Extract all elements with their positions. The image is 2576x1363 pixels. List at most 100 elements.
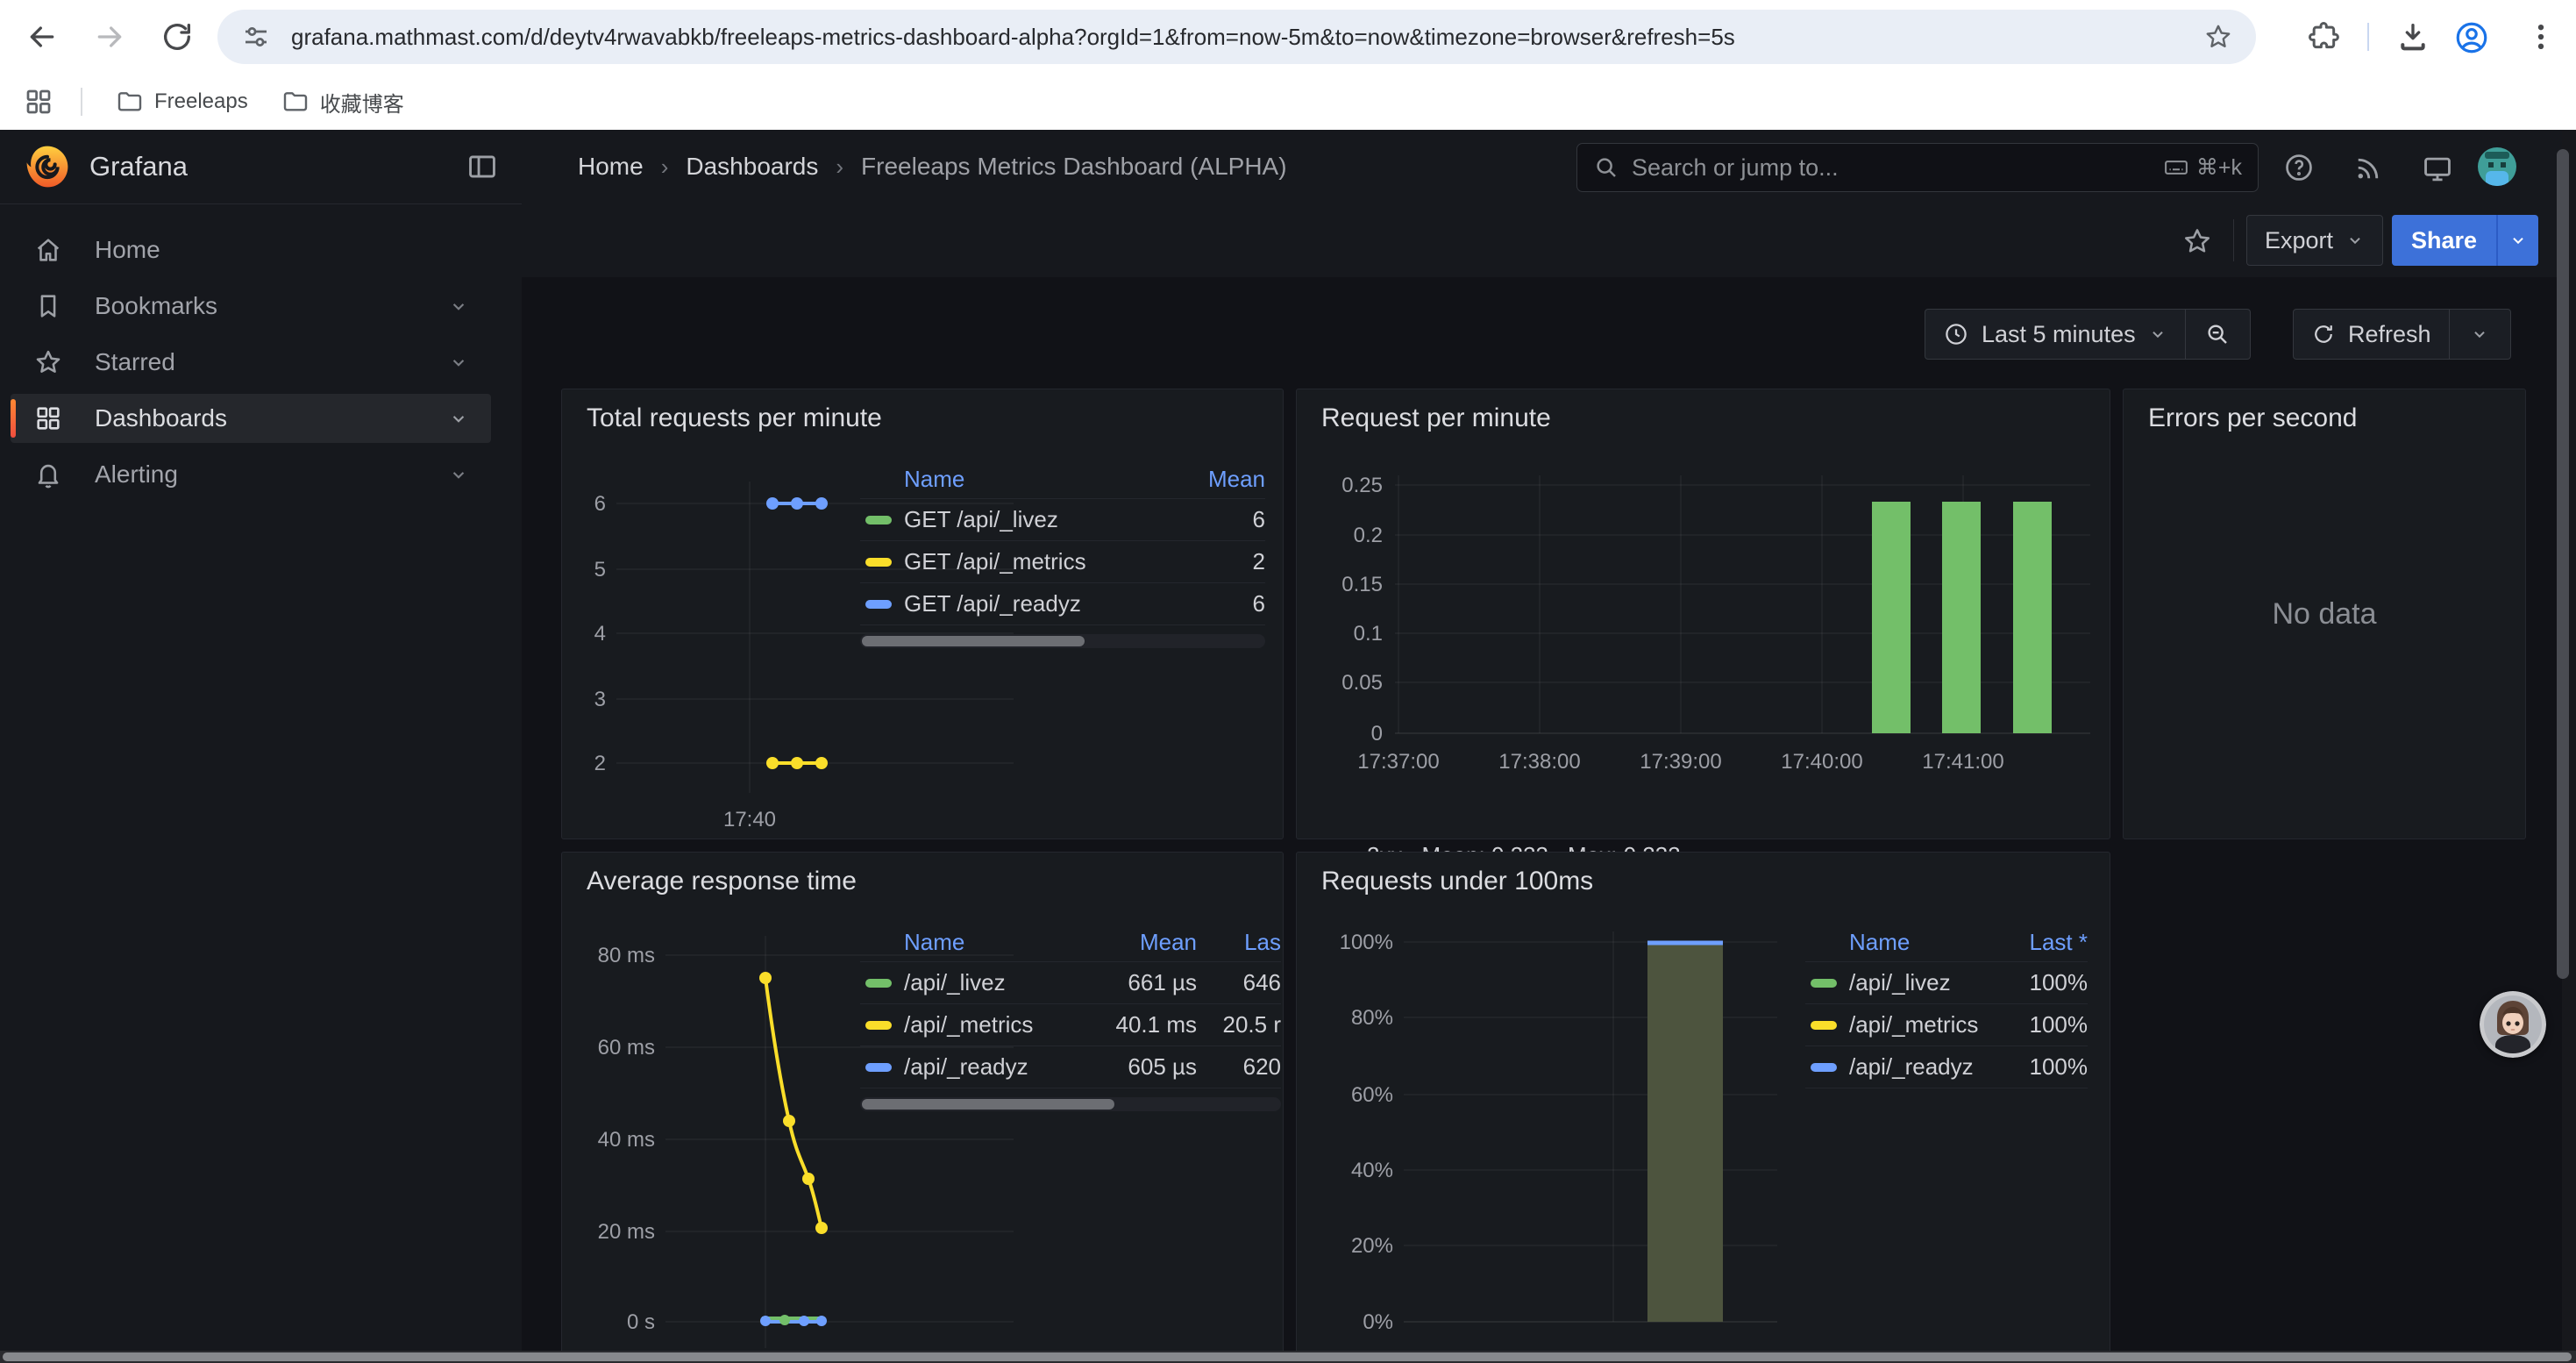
sidebar-item-dashboards[interactable]: Dashboards: [11, 394, 491, 443]
series-color-green: [865, 979, 892, 988]
apps-grid-icon[interactable]: [23, 86, 54, 118]
legend-col-name[interactable]: Name: [904, 929, 1048, 956]
share-button-group: Share: [2392, 215, 2538, 266]
legend-row[interactable]: /api/_livez100%: [1805, 962, 2088, 1004]
panel-avg-response-time[interactable]: Average response time 80 ms 60 ms 40 ms …: [561, 852, 1284, 1363]
refresh-interval-button[interactable]: [2450, 309, 2511, 360]
url-text[interactable]: grafana.mathmast.com/d/deytv4rwavabkb/fr…: [291, 24, 2189, 51]
svg-text:60%: 60%: [1351, 1083, 1393, 1107]
sidebar-item-alerting[interactable]: Alerting: [11, 450, 491, 499]
dashboards-grid-icon: [33, 403, 63, 433]
panel-title[interactable]: Requests under 100ms: [1321, 867, 1593, 896]
help-icon[interactable]: [2282, 151, 2316, 184]
toolbar-divider: [2367, 23, 2369, 51]
refresh-button[interactable]: Refresh: [2293, 309, 2450, 360]
search-input[interactable]: Search or jump to... ⌘+k: [1576, 143, 2259, 192]
sidebar-item-bookmarks[interactable]: Bookmarks: [11, 282, 491, 331]
floating-assistant-avatar[interactable]: [2480, 991, 2546, 1058]
dashboard-actions-bar: Export Share: [522, 203, 2576, 278]
bookmarks-divider: [81, 88, 82, 116]
sidebar-item-starred[interactable]: Starred: [11, 338, 491, 387]
horizontal-scrollbar[interactable]: [0, 1351, 2576, 1363]
panel-requests-under-100ms[interactable]: Requests under 100ms 100% 80% 60% 40% 20…: [1296, 852, 2110, 1363]
vertical-scrollbar-thumb[interactable]: [2557, 149, 2569, 979]
time-range-picker[interactable]: Last 5 minutes: [1925, 309, 2186, 360]
chevron-down-icon[interactable]: [447, 351, 470, 374]
legend-col-mean[interactable]: Mean: [1169, 466, 1265, 493]
monitor-icon[interactable]: [2421, 153, 2454, 186]
chevron-down-icon[interactable]: [447, 407, 470, 430]
favorite-star-icon[interactable]: [2181, 225, 2213, 257]
bookmark-folder-label: 收藏博客: [320, 87, 404, 118]
menu-icon[interactable]: [2523, 19, 2558, 54]
bell-icon: [33, 460, 63, 489]
legend-row[interactable]: GET /api/_livez6: [860, 499, 1265, 541]
time-picker-group: Last 5 minutes: [1925, 309, 2251, 360]
legend-row[interactable]: /api/_readyz100%: [1805, 1046, 2088, 1088]
no-data-message: No data: [2124, 389, 2525, 838]
series-color-green: [865, 516, 892, 525]
legend-col-last[interactable]: Las: [1197, 929, 1281, 956]
bookmark-folder-label: Freeleaps: [154, 89, 248, 114]
grafana-topbar: Home › Dashboards › Freeleaps Metrics Da…: [522, 130, 2576, 204]
legend-row[interactable]: /api/_livez 661 µs 646: [860, 962, 1281, 1004]
breadcrumb-home[interactable]: Home: [578, 153, 644, 181]
legend-row[interactable]: /api/_metrics100%: [1805, 1004, 2088, 1046]
dock-sidebar-icon[interactable]: [466, 150, 499, 183]
forward-icon[interactable]: [92, 19, 127, 54]
chevron-down-icon[interactable]: [447, 463, 470, 486]
panel-errors-per-second[interactable]: Errors per second No data: [2123, 389, 2526, 839]
legend-col-name[interactable]: Name: [904, 466, 1169, 493]
svg-text:17:40: 17:40: [723, 808, 776, 831]
profile-icon[interactable]: [2453, 19, 2488, 54]
user-avatar[interactable]: [2477, 146, 2517, 187]
panel-title[interactable]: Total requests per minute: [587, 403, 882, 433]
legend-row[interactable]: /api/_metrics 40.1 ms 20.5 r: [860, 1004, 1281, 1046]
search-icon: [1593, 154, 1619, 181]
share-menu-button[interactable]: [2496, 215, 2538, 266]
sidebar-item-label: Bookmarks: [95, 292, 217, 320]
svg-text:0.1: 0.1: [1354, 622, 1383, 646]
extensions-icon[interactable]: [2306, 19, 2341, 54]
panel-title[interactable]: Average response time: [587, 867, 857, 896]
panel-title[interactable]: Request per minute: [1321, 403, 1551, 433]
series-color-blue: [865, 600, 892, 609]
grafana-sidebar: Grafana Home Bookmarks Starred Dashboard…: [0, 130, 523, 1363]
breadcrumb-dashboards[interactable]: Dashboards: [686, 153, 818, 181]
time-range-label: Last 5 minutes: [1982, 321, 2136, 348]
legend-col-mean[interactable]: Mean: [1048, 929, 1197, 956]
legend-row[interactable]: /api/_readyz 605 µs 620: [860, 1046, 1281, 1088]
legend-row[interactable]: GET /api/_readyz6: [860, 583, 1265, 625]
url-bar[interactable]: grafana.mathmast.com/d/deytv4rwavabkb/fr…: [217, 10, 2256, 64]
downloads-icon[interactable]: [2395, 19, 2430, 54]
legend-header: Name Last *: [1805, 923, 2088, 962]
request-per-minute-chart: 0.25 0.2 0.15 0.1 0.05 0 17:37:00 17:38:…: [1297, 442, 2111, 793]
panel-request-per-minute[interactable]: Request per minute 0.25 0.2 0.15 0.1 0.0…: [1296, 389, 2110, 839]
legend-col-name[interactable]: Name: [1849, 929, 1982, 956]
legend-table: Name Mean Las /api/_livez 661 µs 646 /ap…: [860, 923, 1281, 1111]
chevron-down-icon[interactable]: [447, 295, 470, 318]
breadcrumb-separator: ›: [836, 153, 843, 181]
sidebar-item-home[interactable]: Home: [11, 225, 491, 275]
svg-text:6: 6: [594, 492, 606, 516]
panel-total-requests[interactable]: Total requests per minute 6 5 4 3 2 17:4…: [561, 389, 1284, 839]
grafana-logo[interactable]: [25, 144, 70, 189]
sidebar-item-label: Home: [95, 236, 160, 264]
legend-scrollbar[interactable]: [860, 634, 1265, 648]
share-button[interactable]: Share: [2392, 215, 2496, 266]
bookmark-folder-freeleaps[interactable]: Freeleaps: [116, 88, 248, 116]
bookmark-folder-blogs[interactable]: 收藏博客: [281, 87, 404, 118]
export-button[interactable]: Export: [2246, 215, 2383, 266]
back-icon[interactable]: [25, 19, 60, 54]
legend-row[interactable]: GET /api/_metrics2: [860, 541, 1265, 583]
chevron-down-icon: [2508, 231, 2528, 250]
site-info-icon[interactable]: [240, 21, 272, 53]
reload-icon[interactable]: [160, 19, 195, 54]
legend-scrollbar[interactable]: [860, 1097, 1281, 1111]
legend-col-last[interactable]: Last *: [1982, 929, 2088, 956]
news-rss-icon[interactable]: [2352, 153, 2384, 184]
svg-text:2: 2: [594, 752, 606, 775]
bookmark-star-icon[interactable]: [2203, 22, 2233, 52]
zoom-out-button[interactable]: [2186, 309, 2251, 360]
chevron-down-icon: [2470, 325, 2489, 344]
